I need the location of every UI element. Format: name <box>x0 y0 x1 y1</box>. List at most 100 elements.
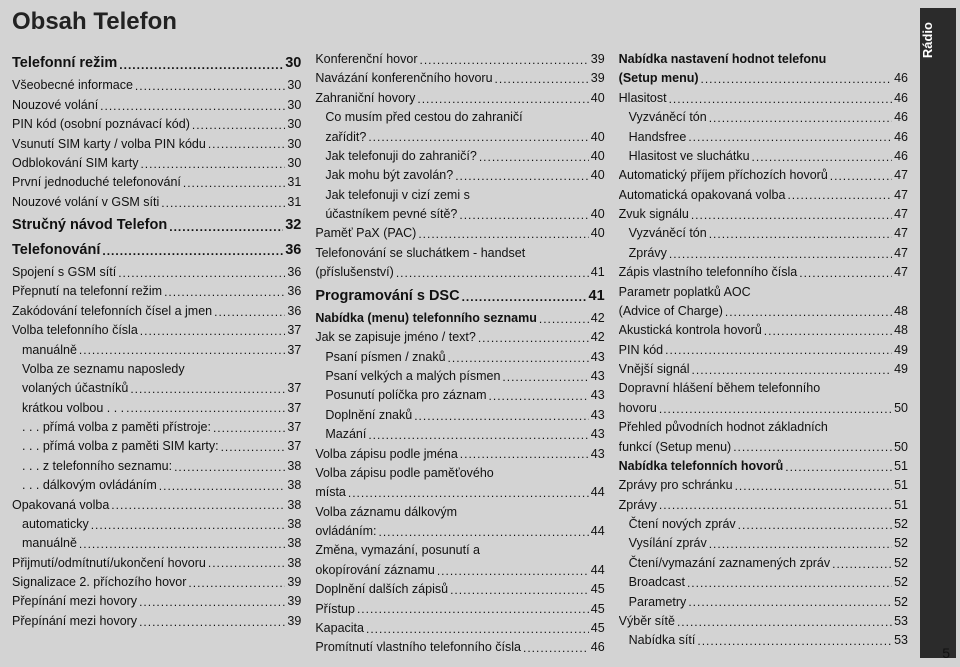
toc-row: ovládáním:44 <box>315 522 604 541</box>
toc-label: Všeobecné informace <box>12 76 133 95</box>
toc-column: Nabídka nastavení hodnot telefonu(Setup … <box>619 50 908 658</box>
toc-label: Zahraniční hovory <box>315 89 415 108</box>
toc-dots <box>489 386 589 405</box>
toc-dots <box>539 309 589 328</box>
toc-column: Telefonní režim30Všeobecné informace30No… <box>12 50 301 658</box>
toc-dots <box>357 600 589 619</box>
toc-row: Signalizace 2. příchozího hovor39 <box>12 573 301 592</box>
toc-page: 53 <box>894 612 908 631</box>
toc-label: Stručný návod Telefon <box>12 214 167 236</box>
toc-dots <box>669 89 892 108</box>
toc-row: Přijmutí/odmítnutí/ukončení hovoru38 <box>12 554 301 573</box>
toc-row: zařídit?40 <box>315 128 604 147</box>
toc-continuation: Volba záznamu dálkovým <box>315 503 604 522</box>
toc-label: Výběr sítě <box>619 612 675 631</box>
toc-label: Nabídka nastavení hodnot telefonu <box>619 50 827 69</box>
toc-page: 46 <box>894 89 908 108</box>
toc-label: ovládáním: <box>315 522 376 541</box>
toc-page: 52 <box>894 593 908 612</box>
toc-label: automaticky <box>22 515 89 534</box>
sidebar-tab: Rádio <box>920 8 956 658</box>
toc-page: 48 <box>894 321 908 340</box>
toc-row: Jak mohu být zavolán?40 <box>315 166 604 185</box>
toc-page: 31 <box>287 193 301 212</box>
toc-page: 47 <box>894 263 908 282</box>
toc-page: 44 <box>591 561 605 580</box>
toc-label: Vyzváněcí tón <box>629 108 707 127</box>
toc-row: Automatický příjem příchozích hovorů47 <box>619 166 908 185</box>
toc-page: 40 <box>591 205 605 224</box>
toc-row: Akustická kontrola hovorů48 <box>619 321 908 340</box>
toc-continuation: Parametr poplatků AOC <box>619 283 908 302</box>
toc-label: Doplnění dalších zápisů <box>315 580 448 599</box>
toc-label: Vsunutí SIM karty / volba PIN kódu <box>12 135 206 154</box>
toc-dots <box>725 302 892 321</box>
toc-dots <box>161 193 285 212</box>
toc-dots <box>752 147 893 166</box>
toc-page: 30 <box>287 115 301 134</box>
toc-label: Automatický příjem příchozích hovorů <box>619 166 828 185</box>
toc-page: 30 <box>287 96 301 115</box>
toc-row: volaných účastníků37 <box>12 379 301 398</box>
toc-dots <box>396 263 589 282</box>
toc-page: 46 <box>894 128 908 147</box>
toc-row: Vyzváněcí tón47 <box>619 224 908 243</box>
toc-dots <box>208 554 286 573</box>
toc-row: manuálně37 <box>12 341 301 360</box>
toc-page: 37 <box>287 321 301 340</box>
toc-dots <box>140 321 286 340</box>
toc-dots <box>479 147 589 166</box>
toc-label: Opakovaná volba <box>12 496 109 515</box>
toc-page: 39 <box>591 69 605 88</box>
toc-dots <box>79 534 286 553</box>
toc-label: Telefonování <box>12 239 100 261</box>
toc-label: Jak telefonuji do zahraničí? <box>325 147 476 166</box>
toc-label: Zakódování telefonních čísel a jmen <box>12 302 212 321</box>
toc-row: automaticky38 <box>12 515 301 534</box>
toc-dots <box>174 457 285 476</box>
page-number: 5 <box>942 645 950 661</box>
toc-label: Psaní velkých a malých písmen <box>325 367 500 386</box>
toc-dots <box>659 399 892 418</box>
toc-page: 37 <box>287 418 301 437</box>
toc-row: Nouzové volání v GSM síti 31 <box>12 193 301 212</box>
toc-page: 37 <box>287 341 301 360</box>
toc-page: 30 <box>287 76 301 95</box>
toc-label: Přepnutí na telefonní režim <box>12 282 162 301</box>
toc-label: Jak telefonuji v cizí zemi s <box>325 186 470 205</box>
toc-page: 42 <box>591 328 605 347</box>
toc-dots <box>787 186 892 205</box>
toc-dots <box>126 399 285 418</box>
toc-label: Přepínání mezi hovory <box>12 592 137 611</box>
toc-page: 43 <box>591 348 605 367</box>
toc-page: 38 <box>287 476 301 495</box>
toc-label: Jak se zapisuje jméno / text? <box>315 328 476 347</box>
toc-row: Vyzváněcí tón46 <box>619 108 908 127</box>
toc-dots <box>460 445 589 464</box>
toc-dots <box>221 437 286 456</box>
toc-dots <box>785 457 892 476</box>
toc-label: Nouzové volání v GSM síti <box>12 193 159 212</box>
toc-dots <box>709 534 892 553</box>
toc-row: Handsfree46 <box>619 128 908 147</box>
toc-row: Vysílání zpráv52 <box>619 534 908 553</box>
toc-page: 39 <box>287 592 301 611</box>
toc-label: Navázání konferenčního hovoru <box>315 69 492 88</box>
toc-dots <box>764 321 892 340</box>
toc-dots <box>733 438 892 457</box>
toc-page: 52 <box>894 573 908 592</box>
toc-label: Parametr poplatků AOC <box>619 283 751 302</box>
toc-row: Zvuk signálu47 <box>619 205 908 224</box>
toc-dots <box>208 135 286 154</box>
toc-dots <box>691 205 892 224</box>
toc-page: 51 <box>894 476 908 495</box>
toc-page: 41 <box>591 263 605 282</box>
toc-row: Jak se zapisuje jméno / text? 42 <box>315 328 604 347</box>
toc-label: Přístup <box>315 600 355 619</box>
toc-page: 38 <box>287 496 301 515</box>
toc-page: 43 <box>591 445 605 464</box>
toc-label: Volba ze seznamu naposledy <box>22 360 185 379</box>
toc-row: Zprávy47 <box>619 244 908 263</box>
toc-row: Posunutí políčka pro záznam43 <box>315 386 604 405</box>
toc-dots <box>192 115 286 134</box>
